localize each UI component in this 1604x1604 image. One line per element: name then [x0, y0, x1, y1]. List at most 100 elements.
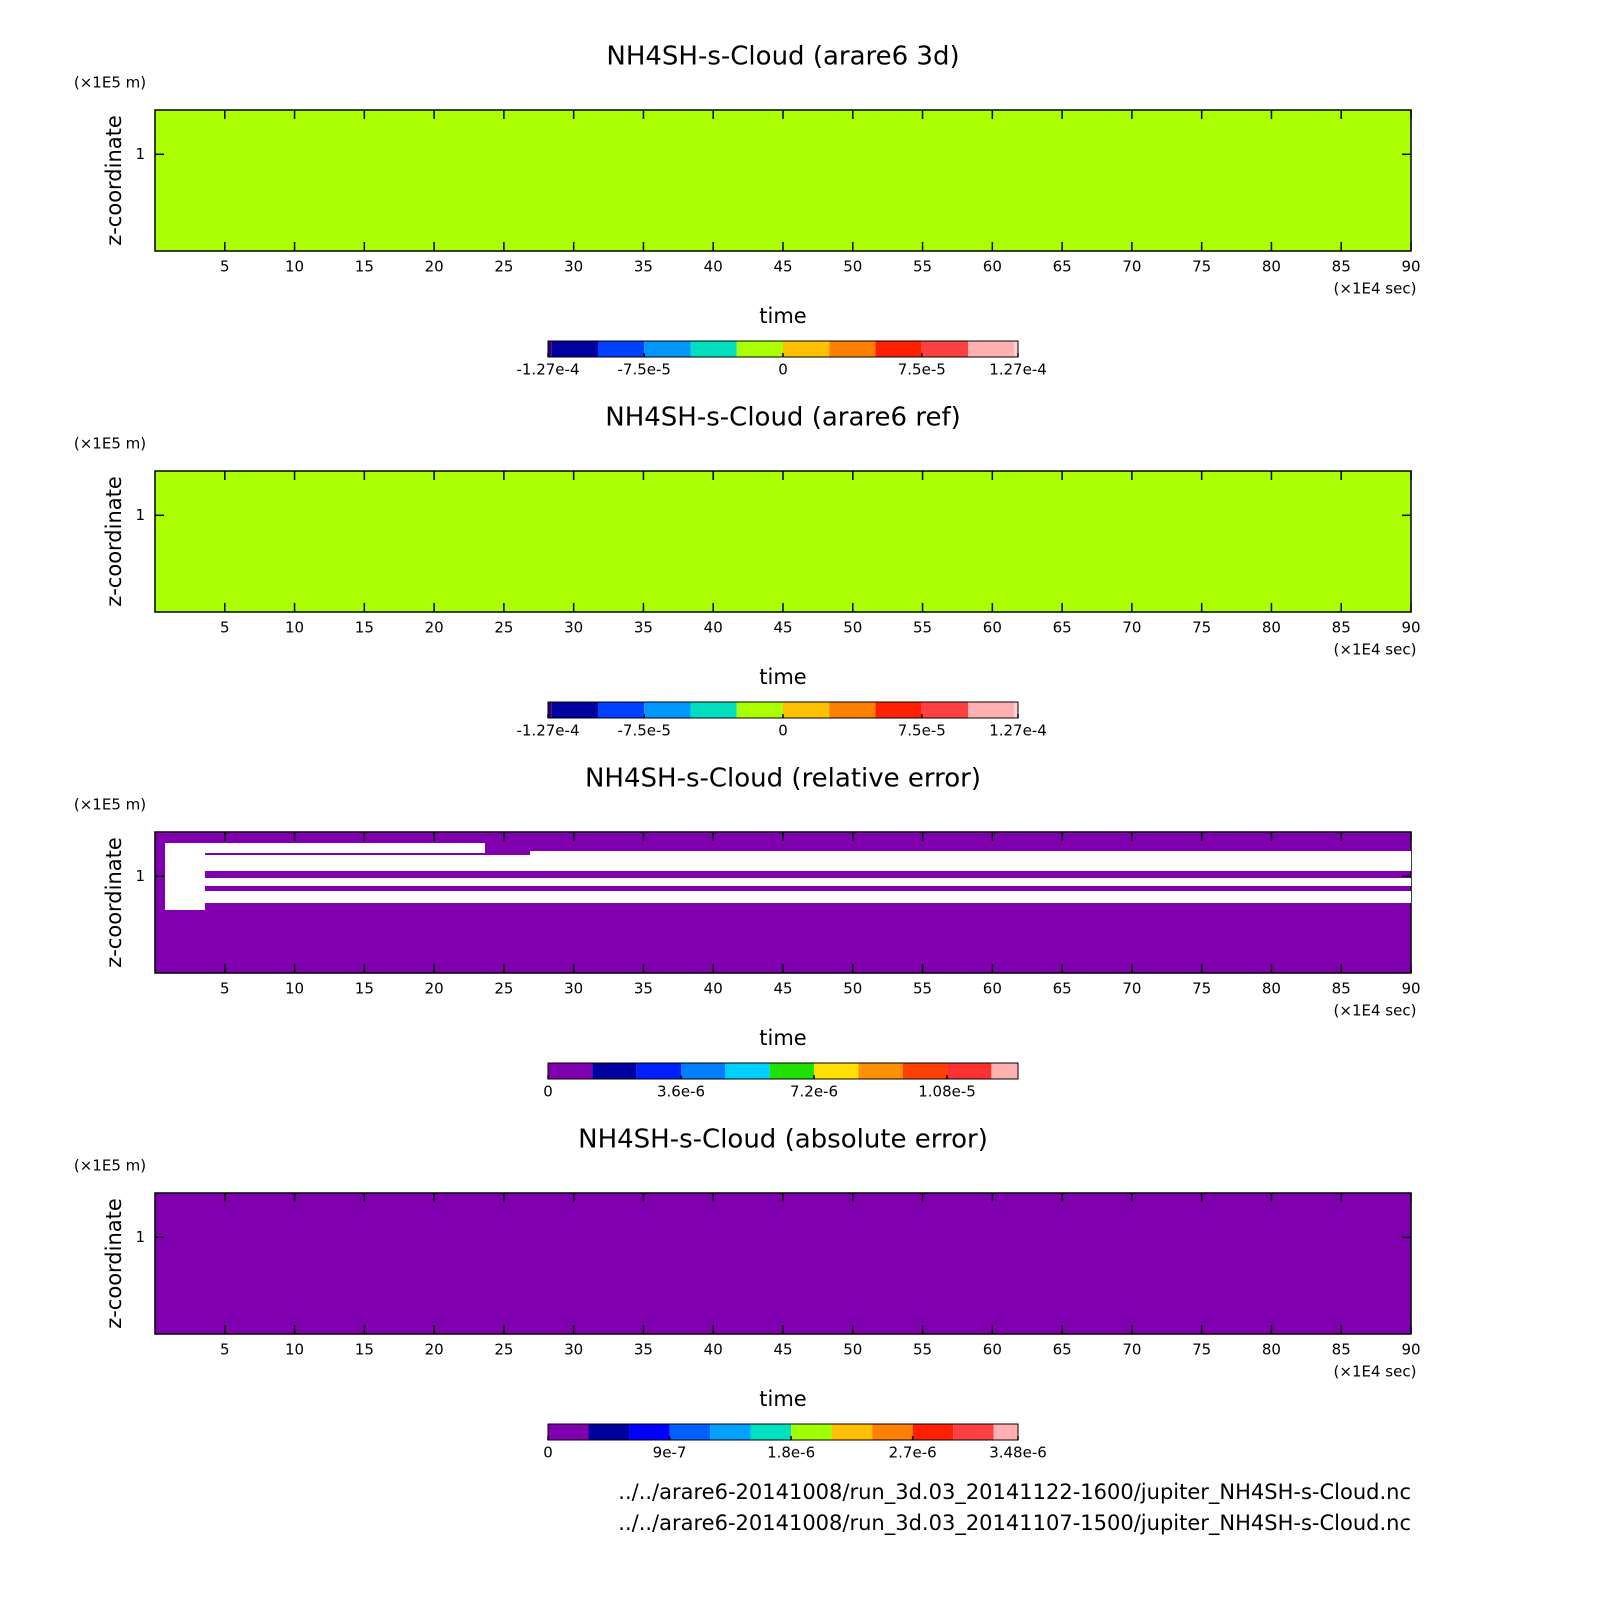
colorbar-tick-label: 0	[778, 722, 788, 740]
colorbar-segment	[921, 702, 969, 718]
y-tick-label: 1	[135, 145, 145, 163]
x-tick-label: 85	[1332, 619, 1351, 637]
x-tick-label: 80	[1262, 980, 1281, 998]
x-tick-label: 45	[773, 1341, 792, 1359]
colorbar-segment	[947, 1063, 992, 1079]
colorbar-segment	[791, 1424, 832, 1440]
x-tick-label: 55	[913, 258, 932, 276]
x-tick-label: 65	[1053, 258, 1072, 276]
x-tick-label: 50	[843, 258, 862, 276]
x-unit: (×1E4 sec)	[1334, 280, 1417, 298]
colorbar-tick-label: 0	[543, 1444, 553, 1462]
colorbar-tick-label: 7.2e-6	[790, 1083, 838, 1101]
colorbar-segment	[736, 341, 783, 357]
x-tick-label: 75	[1192, 1341, 1211, 1359]
colorbar-segment	[736, 702, 783, 718]
colorbar-segment	[548, 341, 552, 357]
x-tick-label: 85	[1332, 1341, 1351, 1359]
x-tick-label: 30	[564, 619, 583, 637]
colorbar-segment	[912, 1424, 954, 1440]
colorbar-tick-label: -7.5e-5	[617, 722, 670, 740]
x-tick-label: 80	[1262, 1341, 1281, 1359]
masked-region	[205, 891, 1411, 903]
colorbar-segment	[551, 702, 598, 718]
chart-title: NH4SH-s-Cloud (relative error)	[585, 764, 981, 794]
colorbar-tick-label: 0	[778, 361, 788, 379]
y-axis-label: z-coordinate	[102, 1198, 126, 1329]
colorbar-segment	[872, 1424, 913, 1440]
chart-title: NH4SH-s-Cloud (arare6 ref)	[605, 403, 960, 433]
colorbar-tick-label: -7.5e-5	[617, 361, 670, 379]
x-unit: (×1E4 sec)	[1334, 1002, 1417, 1020]
colorbar-segment	[710, 1424, 751, 1440]
colorbar-tick-label: 7.5e-5	[898, 361, 946, 379]
masked-region	[205, 855, 1411, 871]
x-tick-label: 25	[494, 258, 513, 276]
colorbar-segment	[750, 1424, 792, 1440]
x-axis-label: time	[759, 665, 806, 689]
colorbar-segment	[829, 702, 876, 718]
colorbar-tick-label: 7.5e-5	[898, 722, 946, 740]
x-tick-label: 85	[1332, 258, 1351, 276]
x-tick-label: 75	[1192, 980, 1211, 998]
chart-title: NH4SH-s-Cloud (arare6 3d)	[606, 42, 959, 72]
x-tick-label: 55	[913, 1341, 932, 1359]
x-tick-label: 70	[1122, 258, 1141, 276]
x-tick-label: 5	[220, 258, 230, 276]
colorbar-tick-label: 3.6e-6	[657, 1083, 705, 1101]
x-tick-label: 20	[425, 1341, 444, 1359]
x-tick-label: 40	[704, 1341, 723, 1359]
colorbar-tick-label: 1.08e-5	[918, 1083, 976, 1101]
x-tick-label: 45	[773, 258, 792, 276]
masked-regions	[165, 843, 1411, 910]
colorbar-segment	[1014, 341, 1018, 357]
chart-title: NH4SH-s-Cloud (absolute error)	[578, 1125, 988, 1155]
colorbar-tick-label: -1.27e-4	[517, 361, 580, 379]
colorbar-segment	[968, 702, 1015, 718]
y-axis-label: z-coordinate	[102, 115, 126, 246]
colorbar-segment	[681, 1063, 726, 1079]
colorbar-segment	[831, 1424, 873, 1440]
x-tick-label: 90	[1401, 258, 1420, 276]
colorbar-segment	[814, 1063, 859, 1079]
colorbar-tick-label: 3.48e-6	[989, 1444, 1047, 1462]
colorbar-segment	[829, 341, 876, 357]
x-tick-label: 65	[1053, 980, 1072, 998]
x-tick-label: 60	[983, 619, 1002, 637]
colorbar-segment	[921, 341, 969, 357]
x-tick-label: 50	[843, 980, 862, 998]
colorbar-segment	[644, 702, 691, 718]
colorbar-segment	[690, 702, 737, 718]
x-tick-label: 35	[634, 980, 653, 998]
colorbar-segment	[548, 1063, 593, 1079]
colorbar-tick-label: 1.27e-4	[989, 361, 1047, 379]
x-tick-label: 50	[843, 1341, 862, 1359]
x-tick-label: 15	[355, 1341, 374, 1359]
colorbar-segment	[548, 1424, 589, 1440]
x-tick-label: 15	[355, 258, 374, 276]
y-unit: (×1E5 m)	[74, 796, 146, 814]
masked-region	[165, 845, 205, 910]
x-tick-label: 25	[494, 1341, 513, 1359]
x-tick-label: 65	[1053, 1341, 1072, 1359]
x-tick-label: 90	[1401, 619, 1420, 637]
x-tick-label: 20	[425, 980, 444, 998]
x-tick-label: 40	[704, 980, 723, 998]
x-tick-label: 15	[355, 619, 374, 637]
x-tick-label: 30	[564, 1341, 583, 1359]
colorbar-tick-label: 1.8e-6	[767, 1444, 815, 1462]
x-tick-label: 10	[285, 1341, 304, 1359]
x-tick-label: 75	[1192, 258, 1211, 276]
colorbar-segment	[993, 1424, 1018, 1440]
heatmap-field	[155, 110, 1411, 251]
colorbar-segment	[669, 1424, 711, 1440]
colorbar-segment	[636, 1063, 682, 1079]
y-unit: (×1E5 m)	[74, 1157, 146, 1175]
colorbar-segment	[783, 341, 830, 357]
x-tick-label: 5	[220, 619, 230, 637]
x-tick-label: 35	[634, 619, 653, 637]
x-tick-label: 55	[913, 619, 932, 637]
x-tick-label: 80	[1262, 619, 1281, 637]
x-tick-label: 70	[1122, 1341, 1141, 1359]
